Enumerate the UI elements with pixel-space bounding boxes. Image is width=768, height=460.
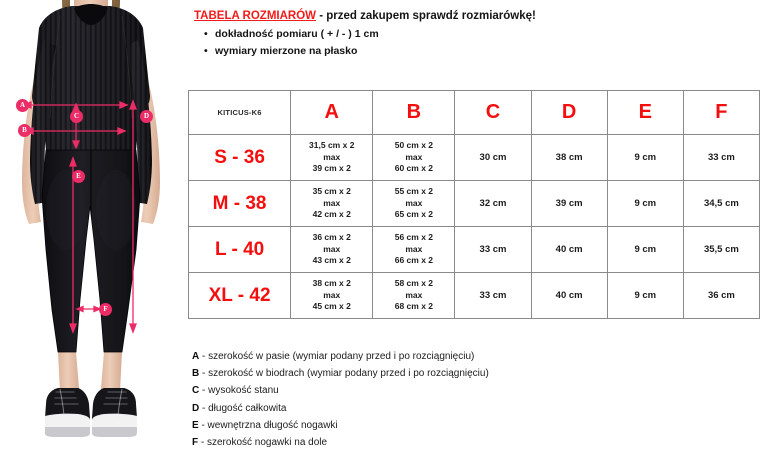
page-title: TABELA ROZMIARÓW - przed zakupem sprawdź… — [194, 10, 536, 22]
column-header-f: F — [682, 90, 761, 135]
cell-c: 30 cm — [454, 134, 532, 181]
column-header-d: D — [530, 90, 608, 135]
cell-a: 38 cm x 2 max 45 cm x 2 — [290, 272, 374, 319]
marker-e-badge: E — [72, 170, 85, 183]
column-header-b: B — [372, 90, 456, 135]
cell-f: 36 cm — [682, 272, 761, 319]
legend-text: - szerokość w biodrach (wymiar podany pr… — [199, 368, 489, 380]
column-header-e: E — [606, 90, 684, 135]
model-photo — [0, 0, 182, 460]
content-pane: TABELA ROZMIARÓW - przed zakupem sprawdź… — [182, 0, 768, 460]
legend-text: - wysokość stanu — [199, 385, 279, 397]
legend-text: - szerokość w pasie (wymiar podany przed… — [199, 351, 475, 362]
cell-e: 9 cm — [606, 134, 684, 181]
legend-text: - szerokość nogawki na dole — [198, 437, 328, 449]
cell-d: 40 cm — [530, 226, 608, 273]
legend-key: B — [192, 368, 200, 380]
cell-c: 33 cm — [454, 226, 532, 273]
page-title-highlight: TABELA ROZMIARÓW — [194, 10, 317, 22]
marker-a-badge: A — [16, 99, 29, 112]
cell-d: 40 cm — [530, 272, 608, 319]
measurement-notes: dokładność pomiaru ( + / - ) 1 cm wymiar… — [204, 26, 379, 60]
cell-e: 9 cm — [606, 226, 684, 273]
table-row: L - 40 36 cm x 2 max 43 cm x 2 56 cm x 2 ma… — [187, 226, 761, 273]
size-label: L - 40 — [187, 226, 292, 273]
cell-f: 33 cm — [682, 134, 761, 181]
cell-f: 35,5 cm — [682, 226, 761, 273]
legend-key: D — [192, 402, 200, 414]
cell-e: 9 cm — [606, 180, 684, 227]
sneaker-right — [92, 388, 137, 437]
cell-a: 36 cm x 2 max 43 cm x 2 — [290, 226, 374, 273]
size-label: XL - 42 — [187, 272, 292, 319]
cell-a: 31,5 cm x 2 max 39 cm x 2 — [290, 134, 374, 181]
legend-text: - długość całkowita — [199, 402, 287, 414]
legend-item-a: A - szerokość w pasie (wymiar podany prz… — [192, 348, 489, 365]
column-header-c: C — [454, 90, 532, 135]
cell-e: 9 cm — [606, 272, 684, 319]
column-header-a: A — [290, 90, 374, 135]
marker-b-badge: B — [18, 124, 31, 137]
legend-item-c: C - wysokość stanu — [192, 382, 489, 399]
product-code-cell: KITICUS-K6 — [187, 90, 292, 135]
legend-key: F — [192, 437, 199, 449]
size-table: KITICUS-K6 A B C D E F S - 36 31,5 cm x … — [187, 90, 761, 319]
cell-b: 58 cm x 2 max 68 cm x 2 — [372, 272, 456, 319]
note-item: dokładność pomiaru ( + / - ) 1 cm — [204, 26, 379, 43]
note-item: wymiary mierzone na płasko — [204, 43, 379, 60]
cell-b: 50 cm x 2 max 60 cm x 2 — [372, 134, 456, 181]
table-header-row: KITICUS-K6 A B C D E F — [187, 90, 761, 135]
legend-item-d: D - długość całkowita — [192, 400, 489, 417]
cell-b: 56 cm x 2 max 66 cm x 2 — [372, 226, 456, 273]
marker-f-badge: F — [99, 303, 112, 316]
cell-d: 39 cm — [530, 180, 608, 227]
measurement-legend: A - szerokość w pasie (wymiar podany prz… — [192, 348, 489, 451]
legend-key: A — [192, 351, 200, 362]
model-photo-pane: A B C D E F — [0, 0, 182, 460]
cell-c: 33 cm — [454, 272, 532, 319]
legend-item-e: E - wewnętrzna długość nogawki — [192, 417, 489, 434]
cell-f: 34,5 cm — [682, 180, 761, 227]
legend-key: C — [192, 385, 200, 397]
legend-text: - wewnętrzna długość nogawki — [198, 419, 338, 431]
legend-item-b: B - szerokość w biodrach (wymiar podany … — [192, 365, 489, 382]
table-row: M - 38 35 cm x 2 max 42 cm x 2 55 cm x 2 ma… — [187, 180, 761, 227]
size-label: M - 38 — [187, 180, 292, 227]
sneaker-left — [45, 388, 90, 437]
cell-b: 55 cm x 2 max 65 cm x 2 — [372, 180, 456, 227]
legend-item-f: F - szerokość nogawki na dole — [192, 434, 489, 451]
table-row: S - 36 31,5 cm x 2 max 39 cm x 2 50 cm x 2… — [187, 134, 761, 181]
size-label: S - 36 — [187, 134, 292, 181]
marker-c-badge: C — [70, 110, 83, 123]
page-title-rest: - przed zakupem sprawdź rozmiarówkę! — [316, 10, 536, 22]
cell-d: 38 cm — [530, 134, 608, 181]
cell-a: 35 cm x 2 max 42 cm x 2 — [290, 180, 374, 227]
marker-d-badge: D — [140, 110, 153, 123]
legend-key: E — [192, 419, 199, 431]
cell-c: 32 cm — [454, 180, 532, 227]
